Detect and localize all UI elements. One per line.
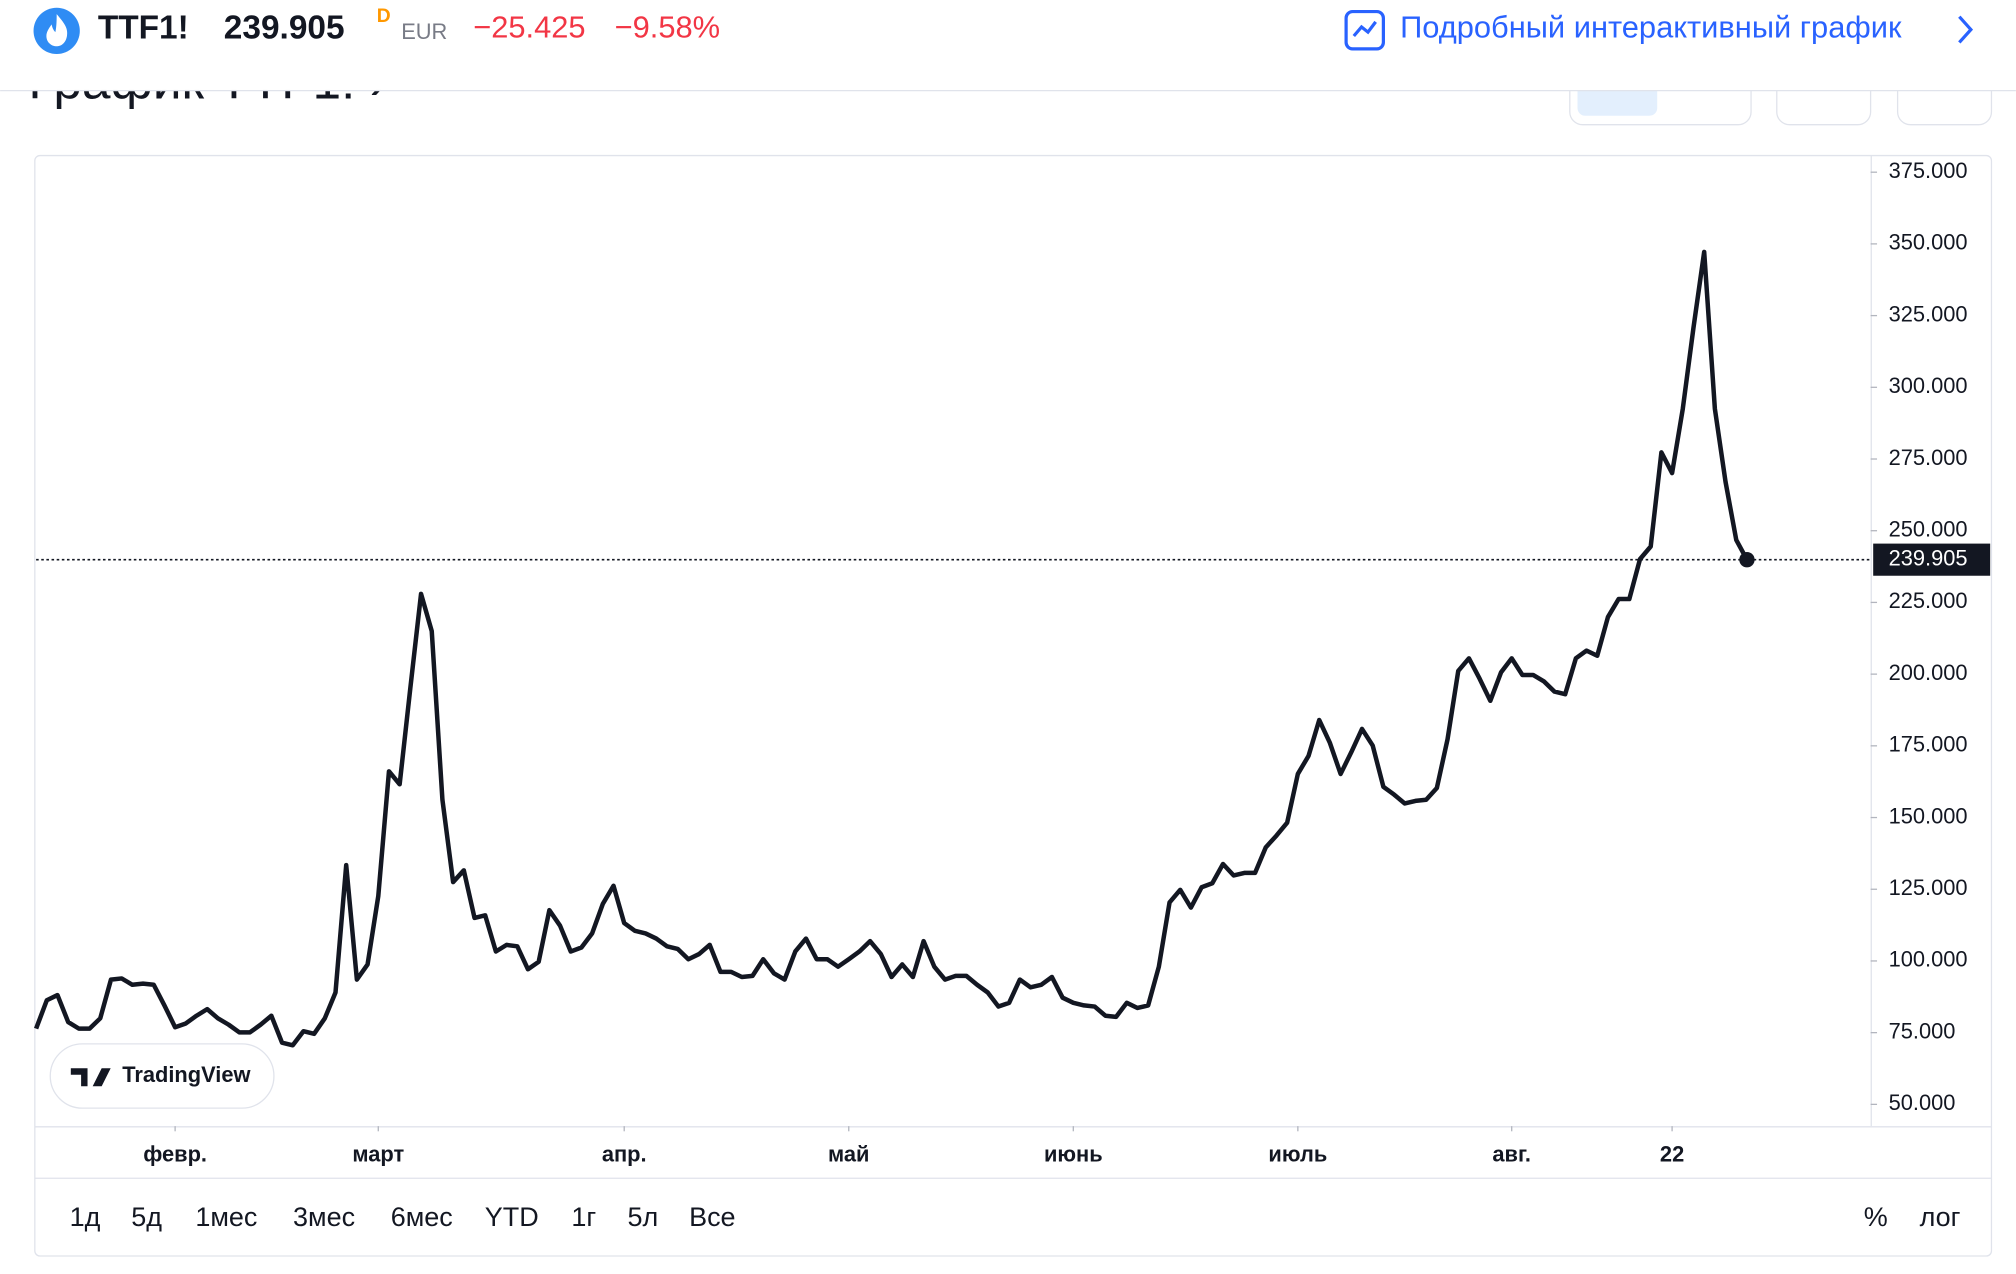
range-button[interactable]: YTD (485, 1202, 539, 1232)
range-button[interactable]: 5л (628, 1202, 659, 1232)
y-tick-label: 375.000 (1889, 158, 1968, 183)
range-button[interactable]: 1г (571, 1202, 596, 1232)
y-tick-label: 225.000 (1889, 588, 1968, 613)
flame (46, 14, 68, 47)
price-line (34, 249, 1749, 1048)
y-tick-label: 175.000 (1889, 732, 1968, 757)
last-price-label: 239.905 (1889, 545, 1968, 570)
x-tick-label: июнь (1044, 1141, 1103, 1166)
watermark-logo (70, 1068, 111, 1087)
change-pct: −9.58% (615, 10, 720, 45)
watermark: TradingView (122, 1062, 251, 1087)
y-tick-label: 275.000 (1889, 445, 1968, 470)
range-button[interactable]: 1мес (195, 1202, 257, 1232)
link-icon-line (1352, 20, 1377, 38)
currency: EUR (401, 19, 447, 44)
watermark-pill (49, 1043, 275, 1109)
link-icon (1344, 9, 1385, 51)
change: −25.425 (473, 10, 585, 45)
y-tick-label: 250.000 (1889, 516, 1968, 541)
price: 239.905 (224, 9, 345, 46)
y-tick-label: 150.000 (1889, 803, 1968, 828)
y-tick-label: 325.000 (1889, 301, 1968, 326)
x-tick-label: 22 (1660, 1141, 1684, 1166)
y-tick-label: 200.000 (1889, 660, 1968, 685)
last-price-tag (1873, 543, 1991, 576)
y-tick-label: 300.000 (1889, 373, 1968, 398)
last-point (1739, 551, 1755, 568)
range-button[interactable]: 6мес (391, 1202, 453, 1232)
x-tick-label: авг. (1492, 1141, 1531, 1166)
header-bar (0, 0, 2016, 90)
range-button[interactable]: 3мес (293, 1202, 355, 1232)
range-button[interactable]: 5д (131, 1202, 162, 1232)
x-tick-label: июль (1268, 1141, 1327, 1166)
y-tick-label: 125.000 (1889, 875, 1968, 900)
range-button[interactable]: Все (689, 1202, 736, 1232)
range-button[interactable]: 1д (70, 1202, 101, 1232)
y-tick-label: 75.000 (1889, 1018, 1956, 1043)
ticker: TTF1! (98, 9, 189, 46)
x-tick-label: май (828, 1141, 869, 1166)
scale-button[interactable]: % (1864, 1202, 1888, 1232)
x-tick-label: февр. (143, 1141, 207, 1166)
scale-button[interactable]: лог (1920, 1202, 1961, 1232)
chart-frame (34, 154, 1993, 1257)
x-tick-label: апр. (602, 1141, 647, 1166)
y-tick-label: 100.000 (1889, 947, 1968, 972)
y-tick-label: 50.000 (1889, 1090, 1956, 1115)
y-tick-label: 350.000 (1889, 230, 1968, 255)
x-tick-label: март (352, 1141, 404, 1166)
interactive-link[interactable]: Подробный интерактивный график (1400, 10, 1902, 45)
link-chevron (1958, 15, 1974, 44)
session-flag: D (377, 6, 391, 27)
